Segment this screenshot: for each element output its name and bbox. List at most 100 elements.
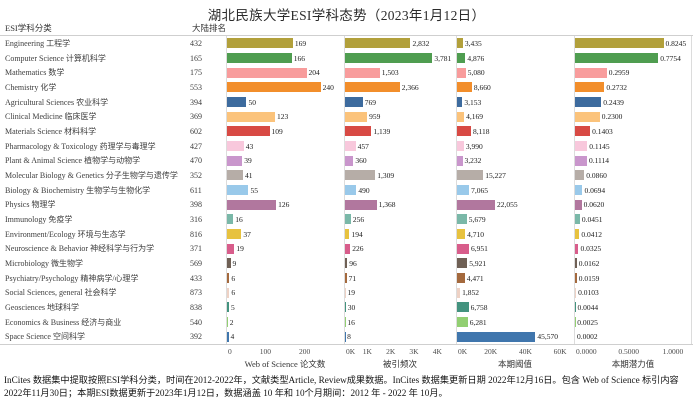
discipline-row: Molecular Biology & Genetics 分子生物学与遗传学 35…: [0, 168, 693, 183]
rank-value: 369: [190, 112, 202, 122]
bar-value-label: 256: [352, 214, 365, 224]
discipline-row: Physics 物理学 398 126 1,368 22,055 0.0620: [0, 197, 693, 213]
bar-value-label: 0.1114: [588, 156, 610, 166]
bar-value-label: 4: [230, 332, 235, 342]
citations-chart-cell: 96: [344, 256, 456, 271]
threshold-bar: [457, 141, 464, 152]
threshold-chart-cell: 4,169: [456, 109, 574, 125]
axis-tick: 1.0000: [662, 347, 684, 356]
axis-tick: 1K: [362, 347, 372, 356]
papers-axis: 0 100 200 Web of Science 论文数: [226, 345, 344, 372]
discipline-label: Microbiology 微生物学: [5, 258, 83, 268]
threshold-bar: [457, 331, 536, 342]
papers-bar: [227, 53, 292, 63]
bar-value-label: 0.0412: [581, 229, 603, 239]
potential-bar: [575, 258, 577, 269]
potential-bar: [575, 287, 577, 298]
threshold-bar: [457, 97, 463, 108]
bar-value-label: 169: [294, 38, 307, 48]
axis-tick: 20K: [484, 347, 498, 356]
citations-bar: [345, 273, 347, 284]
threshold-bar: [457, 155, 463, 166]
bar-value-label: 166: [293, 53, 305, 63]
bar-value-label: 16: [347, 317, 355, 327]
potential-chart-cell: 0.0044: [574, 300, 692, 315]
threshold-bar: [457, 185, 470, 196]
citations-chart-cell: 256: [344, 212, 456, 227]
bar-value-label: 8: [347, 332, 351, 342]
rank-value: 352: [190, 170, 202, 180]
rank-value: 398: [190, 200, 202, 210]
bar-value-label: 0.0694: [584, 185, 606, 195]
threshold-bar: [457, 302, 469, 313]
potential-bar: [575, 273, 577, 284]
axis-title: Web of Science 论文数: [244, 359, 326, 369]
bar-value-label: 1,309: [377, 170, 395, 180]
discipline-row: Environment/Ecology 环境与生态学 816 37 194 4,710 0…: [0, 226, 693, 242]
papers-bar: [227, 258, 231, 269]
citations-bar: [345, 170, 376, 181]
discipline-label: Clinical Medicine 临床医学: [5, 112, 97, 122]
citations-bar: [345, 214, 351, 225]
citations-bar: [345, 199, 377, 210]
axis-tick: 0: [228, 347, 232, 356]
potential-chart-cell: 0.2300: [574, 109, 692, 125]
plot-area: Engineering 工程学 432 169 2,832 3,435 0.8245 Com…: [0, 35, 693, 345]
citations-chart-cell: 194: [344, 226, 456, 242]
threshold-chart-cell: 3,232: [456, 153, 574, 169]
citations-chart-cell: 2,832: [344, 36, 456, 51]
footnote: InCites 数据集中提取按照ESI学科分类，时间在2012-2022年，文献…: [4, 374, 692, 400]
rank-value: 611: [190, 185, 202, 195]
citations-bar: [345, 185, 357, 196]
discipline-label: Environment/Ecology 环境与生态学: [5, 229, 126, 239]
discipline-label: Neuroscience & Behavior 神经科学与行为学: [5, 244, 155, 254]
bar-value-label: 457: [357, 141, 369, 151]
citations-bar: [345, 258, 348, 269]
bar-value-label: 109: [271, 126, 283, 136]
citations-chart-cell: 360: [344, 153, 456, 169]
threshold-axis: 0K 20K 40K 60K 本期阈值: [456, 345, 574, 372]
threshold-bar: [457, 67, 466, 78]
threshold-bar: [457, 273, 465, 284]
papers-bar: [227, 67, 307, 78]
papers-chart-cell: 55: [226, 182, 344, 198]
threshold-bar: [457, 287, 461, 298]
discipline-row: Economics & Business 经济与商业 540 2 16 6,281 0.0…: [0, 314, 693, 330]
bar-value-label: 7,065: [471, 185, 489, 195]
potential-bar: [575, 185, 583, 196]
footnote-line-1: InCites 数据集中提取按照ESI学科分类，时间在2012-2022年，文献…: [4, 375, 679, 385]
bar-value-label: 71: [348, 273, 357, 283]
discipline-row: Psychiatry/Psychology 精神病学/心理学 433 6 71 4,47…: [0, 270, 693, 286]
bar-value-label: 2: [229, 317, 234, 327]
threshold-bar: [457, 199, 495, 210]
potential-chart-cell: 0.2959: [574, 65, 692, 81]
bar-value-label: 19: [347, 288, 355, 298]
bar-value-label: 22,055: [496, 200, 518, 210]
rank-column-header: 大陆排名: [192, 23, 227, 33]
papers-bar: [227, 141, 244, 152]
discipline-row: Materials Science 材料科学 602 109 1,139 8,118 0.…: [0, 124, 693, 139]
papers-chart-cell: 50: [226, 94, 344, 110]
citations-chart-cell: 1,139: [344, 124, 456, 139]
threshold-bar: [457, 243, 469, 254]
bar-value-label: 8,118: [472, 126, 490, 136]
discipline-label: Pharmacology & Toxicology 药理学与毒理学: [5, 141, 156, 151]
papers-chart-cell: 123: [226, 109, 344, 125]
potential-chart-cell: 0.8245: [574, 36, 692, 51]
bar-value-label: 16: [235, 214, 243, 224]
papers-chart-cell: 204: [226, 65, 344, 81]
threshold-chart-cell: 6,951: [456, 241, 574, 257]
citations-bar: [345, 126, 372, 137]
rank-value: 427: [190, 141, 202, 151]
potential-bar: [575, 155, 587, 166]
citations-bar: [345, 111, 368, 122]
discipline-label: Chemistry 化学: [5, 82, 57, 92]
discipline-row: Mathematics 数学 175 204 1,503 5,080 0.2959: [0, 65, 693, 81]
papers-bar: [227, 243, 235, 254]
discipline-row: Agricultural Sciences 农业科学 394 50 769 3,153 0…: [0, 94, 693, 110]
page-title: 湖北民族大学ESI学科态势（2023年1月12日）: [207, 8, 486, 23]
papers-chart-cell: 41: [226, 168, 344, 183]
papers-bar: [227, 302, 229, 313]
potential-bar: [575, 243, 579, 254]
bar-value-label: 19: [236, 244, 244, 254]
